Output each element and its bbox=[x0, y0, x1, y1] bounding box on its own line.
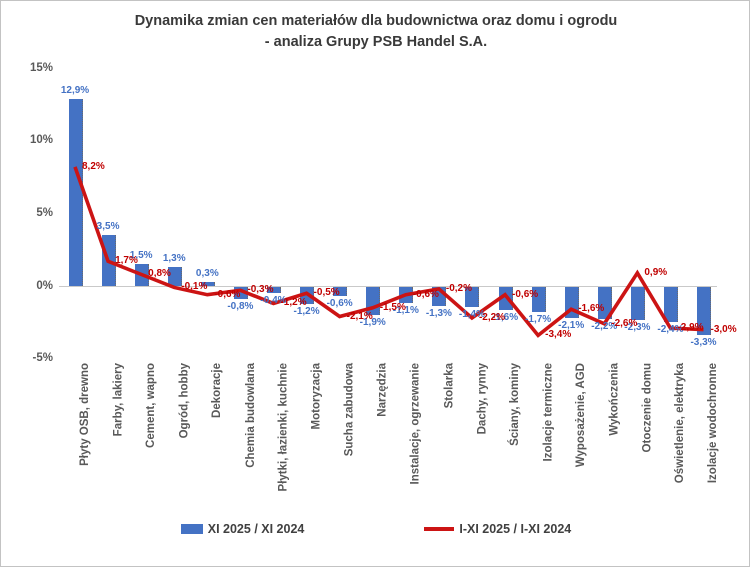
bar-value-label: -1,9% bbox=[359, 316, 386, 328]
line-value-label: -2,9% bbox=[677, 322, 704, 334]
bar bbox=[663, 287, 678, 322]
x-axis-label: Izolacje wodochronne bbox=[707, 363, 720, 484]
x-axis-label: Dekoracje bbox=[211, 363, 224, 418]
chart-title-block: Dynamika zmian cen materiałów dla budown… bbox=[1, 11, 750, 53]
bar-value-label: -2,4% bbox=[657, 323, 684, 335]
x-axis-label: Stolarka bbox=[442, 363, 455, 409]
line-value-label: -2,2% bbox=[478, 311, 506, 323]
bar-value-label: -0,6% bbox=[326, 297, 353, 309]
bar bbox=[68, 98, 83, 286]
zero-gridline bbox=[59, 286, 717, 287]
legend-line-swatch-icon bbox=[424, 527, 455, 531]
x-axis-label: Oświetlenie, elektryka bbox=[674, 363, 687, 484]
line-value-label: -0,6% bbox=[412, 288, 439, 300]
line-value-label: -0,3% bbox=[247, 284, 274, 296]
x-axis-label: Cement, wapno bbox=[145, 363, 158, 448]
line-value-label: 0,9% bbox=[644, 266, 668, 278]
x-axis-label: Motoryzacja bbox=[310, 363, 323, 430]
y-axis-tick-label: 0% bbox=[36, 279, 53, 292]
legend-item-bar: XI 2025 / XI 2024 bbox=[180, 522, 305, 536]
legend-bar-swatch-icon bbox=[180, 524, 203, 534]
bar-value-label: -0,4% bbox=[260, 294, 287, 306]
x-axis-label: Ściany, kominy bbox=[509, 363, 522, 446]
bar bbox=[498, 287, 513, 311]
x-axis-label: Sucha zabudowa bbox=[343, 363, 356, 457]
bar bbox=[564, 287, 579, 318]
y-axis-tick-label: 15% bbox=[29, 61, 53, 74]
x-axis-label: Instalacje, ogrzewanie bbox=[409, 363, 422, 485]
x-axis-label: Izolacje termiczne bbox=[542, 363, 555, 462]
y-axis-tick-label: 10% bbox=[29, 134, 53, 147]
chart-title: Dynamika zmian cen materiałów dla budown… bbox=[134, 13, 618, 29]
chart-subtitle: - analiza Grupy PSB Handel S.A. bbox=[264, 34, 488, 50]
line-value-label: 8,2% bbox=[82, 160, 105, 172]
y-axis-tick-label: -5% bbox=[32, 352, 53, 365]
bar-value-label: 1,5% bbox=[129, 250, 153, 262]
bar-value-label: 12,9% bbox=[60, 84, 90, 96]
x-axis-label: Wykończenia bbox=[608, 363, 621, 436]
x-axis-label: Płytki, łazienki, kuchnie bbox=[277, 363, 290, 492]
line-value-label: -3,0% bbox=[710, 323, 737, 335]
x-axis-label: Wyposażenie, AGD bbox=[575, 363, 588, 468]
legend-line-label: I-XI 2025 / I-XI 2024 bbox=[459, 522, 572, 536]
bar bbox=[399, 287, 414, 303]
bar-value-label: -2,1% bbox=[558, 319, 585, 331]
line-value-label: -0,6% bbox=[512, 288, 539, 300]
legend-bar-label: XI 2025 / XI 2024 bbox=[207, 522, 305, 536]
bar-value-label: -1,4% bbox=[458, 309, 486, 321]
bar bbox=[134, 264, 149, 286]
line-value-label: -2,6% bbox=[611, 317, 638, 329]
bar-value-label: -3,3% bbox=[690, 336, 717, 348]
y-axis-tick-label: 5% bbox=[36, 206, 53, 219]
line-value-label: -2,1% bbox=[346, 310, 373, 322]
x-axis-label: Chemia budowlana bbox=[244, 363, 257, 468]
bar-value-label: -1,6% bbox=[491, 312, 519, 324]
bar-value-label: -1,2% bbox=[293, 306, 320, 318]
bar-value-label: -1,1% bbox=[392, 304, 419, 316]
line-value-label: -0,5% bbox=[313, 287, 340, 299]
bar bbox=[101, 235, 116, 286]
bar-value-label: -1,3% bbox=[425, 307, 452, 319]
line-value-label: -3,4% bbox=[545, 329, 572, 341]
x-axis-label: Otoczenie domu bbox=[641, 363, 654, 453]
line-value-label: 0,8% bbox=[148, 268, 171, 280]
x-axis-label: Dachy, rynny bbox=[475, 363, 488, 435]
x-axis-label: Płyty OSB, drewno bbox=[79, 363, 91, 466]
bar bbox=[630, 287, 645, 321]
legend-item-line: I-XI 2025 / I-XI 2024 bbox=[424, 522, 571, 536]
line-value-label: -0,2% bbox=[445, 282, 472, 294]
x-axis-label: Narzędzia bbox=[376, 363, 389, 417]
line-value-label: -0,1% bbox=[181, 281, 208, 293]
legend: XI 2025 / XI 2024 I-XI 2025 / I-XI 2024 bbox=[31, 522, 721, 536]
bar-value-label: -2,3% bbox=[624, 322, 651, 334]
bar-value-label: 1,3% bbox=[162, 253, 186, 265]
line-value-label: -1,6% bbox=[578, 303, 605, 315]
bar-value-label: 0,3% bbox=[195, 267, 219, 279]
bar-value-label: 3,5% bbox=[96, 221, 120, 233]
bar-value-label: -2,2% bbox=[591, 320, 618, 332]
line-value-label: -1,2% bbox=[280, 297, 307, 309]
bar-value-label: -1,7% bbox=[525, 313, 552, 325]
x-axis-label: Ogród, hobby bbox=[178, 363, 191, 439]
bar-value-label: -0,8% bbox=[227, 300, 254, 312]
line-value-label: 1,7% bbox=[115, 255, 138, 267]
line-value-label: -1,5% bbox=[379, 301, 406, 313]
line-value-label: -0,6% bbox=[214, 288, 241, 300]
x-axis-label: Farby, lakiery bbox=[112, 363, 125, 437]
